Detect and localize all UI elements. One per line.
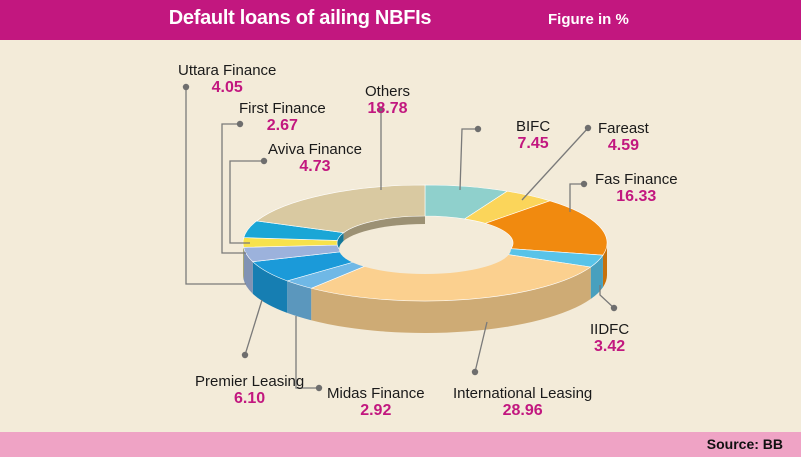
leader-dot-5 bbox=[315, 384, 323, 392]
slice-fas-finance bbox=[484, 200, 608, 256]
leader-line-9 bbox=[229, 160, 264, 244]
leader-dot-4 bbox=[471, 368, 479, 376]
label-fareast: Fareast 4.59 bbox=[598, 120, 649, 155]
label-midas-finance: Midas Finance 2.92 bbox=[327, 385, 425, 420]
slice-name: Premier Leasing bbox=[195, 373, 305, 390]
leader-line-2 bbox=[569, 183, 584, 212]
leader-dot-1 bbox=[584, 124, 592, 132]
slice-name: BIFC bbox=[516, 118, 551, 135]
outer-wall-4 bbox=[311, 267, 591, 333]
slice-name: Others bbox=[365, 83, 411, 100]
leader-dot-3 bbox=[610, 304, 618, 312]
slice-name: Aviva Finance bbox=[268, 141, 362, 158]
slice-value: 4.59 bbox=[607, 137, 639, 154]
leader-dot-6 bbox=[241, 351, 249, 359]
label-aviva-finance: Aviva Finance 4.73 bbox=[268, 141, 362, 176]
slice-name: Fas Finance bbox=[595, 171, 678, 188]
chart-header: Default loans of ailing NBFIs Figure in … bbox=[0, 0, 801, 40]
label-iidfc: IIDFC 3.42 bbox=[590, 321, 629, 356]
chart-unit: Figure in % bbox=[548, 11, 629, 28]
chart-title: Default loans of ailing NBFIs bbox=[168, 7, 432, 29]
slice-value: 16.33 bbox=[616, 188, 657, 205]
label-international-leasing: International Leasing 28.96 bbox=[453, 385, 592, 420]
leader-dot-9 bbox=[260, 157, 268, 165]
leader-line-1 bbox=[521, 127, 589, 201]
label-others: Others 18.78 bbox=[365, 83, 410, 118]
leader-line-5 bbox=[295, 316, 319, 389]
slice-name: International Leasing bbox=[453, 385, 593, 402]
outer-wall-7 bbox=[243, 247, 253, 294]
donut-tops bbox=[242, 184, 608, 302]
leader-line-6 bbox=[244, 299, 263, 356]
leader-line-3 bbox=[599, 285, 615, 309]
slice-name: IIDFC bbox=[590, 321, 630, 338]
slice-others bbox=[255, 184, 426, 234]
leader-line-7 bbox=[185, 87, 246, 285]
chart-footer: Source: BB bbox=[0, 432, 801, 457]
slice-name: First Finance bbox=[239, 100, 326, 117]
slice-value: 4.73 bbox=[299, 158, 331, 175]
leader-lines bbox=[182, 83, 618, 392]
leader-dot-7 bbox=[182, 83, 190, 91]
slice-value: 2.67 bbox=[266, 117, 298, 134]
slice-value: 28.96 bbox=[502, 402, 543, 419]
outer-wall-8 bbox=[243, 243, 244, 280]
leader-dot-0 bbox=[474, 125, 482, 133]
slice-name: Midas Finance bbox=[327, 385, 425, 402]
leader-line-4 bbox=[474, 321, 488, 373]
label-bifc: BIFC 7.45 bbox=[516, 118, 550, 153]
label-first-finance: First Finance 2.67 bbox=[239, 100, 326, 135]
slice-value: 6.10 bbox=[234, 390, 266, 407]
slice-value: 4.05 bbox=[211, 79, 243, 96]
slice-value: 3.42 bbox=[594, 338, 626, 355]
outer-wall-5 bbox=[287, 280, 312, 321]
slice-name: Uttara Finance bbox=[178, 62, 277, 79]
slice-name: Fareast bbox=[598, 120, 649, 137]
label-fas-finance: Fas Finance 16.33 bbox=[595, 171, 678, 206]
source-note: Source: BB bbox=[706, 436, 783, 452]
slice-value: 7.45 bbox=[517, 135, 549, 152]
leader-dot-8 bbox=[236, 120, 244, 128]
slice-value: 2.92 bbox=[360, 402, 392, 419]
leader-line-0 bbox=[459, 128, 478, 191]
label-premier-leasing: Premier Leasing 6.10 bbox=[195, 373, 304, 408]
donut-hole bbox=[339, 224, 511, 274]
label-uttara-finance: Uttara Finance 4.05 bbox=[178, 62, 276, 97]
leader-dot-2 bbox=[580, 180, 588, 188]
leader-line-8 bbox=[221, 123, 246, 254]
leader-dot-10 bbox=[377, 106, 385, 114]
slice-value: 18.78 bbox=[367, 100, 408, 117]
